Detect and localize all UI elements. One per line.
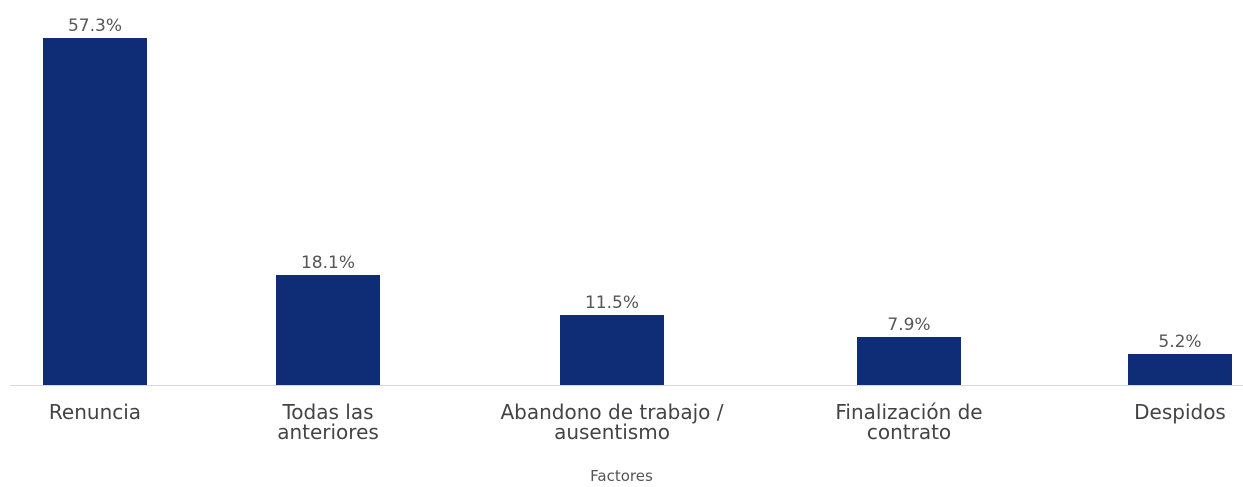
data-label: 57.3% — [67, 16, 122, 36]
x-tick-label: Todas las anteriores — [277, 400, 379, 444]
data-label: 7.9% — [887, 315, 931, 336]
bar — [857, 337, 961, 385]
x-tick-label: Despidos — [1134, 400, 1226, 424]
x-tick-label: Finalización de contrato — [835, 400, 983, 444]
bar — [560, 315, 664, 385]
x-axis-title: Factores — [590, 467, 653, 485]
data-label: 11.5% — [584, 293, 639, 314]
bar — [43, 38, 147, 385]
bar — [276, 275, 380, 385]
x-axis-line — [10, 385, 1243, 386]
x-tick-label: Renuncia — [48, 400, 142, 424]
data-label: 5.2% — [1158, 331, 1202, 352]
bar — [1128, 353, 1232, 385]
data-label: 18.1% — [300, 253, 355, 274]
x-tick-label: Abandono de trabajo / ausentismo — [500, 400, 724, 444]
